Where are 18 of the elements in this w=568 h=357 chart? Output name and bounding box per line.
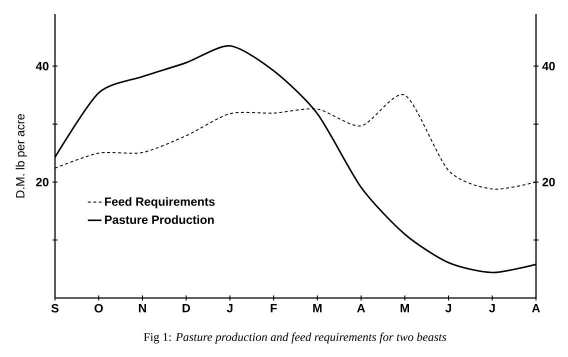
text: Fig 1: Pasture production and feed requirements for two beasts xyxy=(144,332,446,344)
x-tick-label: J xyxy=(226,304,232,312)
x-tick-label: F xyxy=(270,304,277,312)
x-tick-label: O xyxy=(94,304,103,312)
x-tick-label: A xyxy=(532,304,540,312)
x-tick-label: S xyxy=(51,304,59,312)
x-tick-label: A xyxy=(357,304,366,312)
x-tick-label: D xyxy=(182,304,190,312)
x-tick-label: M xyxy=(400,304,409,312)
x-tick-label: N xyxy=(138,304,146,312)
x-tick-label: M xyxy=(313,304,322,312)
legend-label: Feed Requirements xyxy=(105,197,215,208)
y2-tick-label: 20 xyxy=(542,178,555,186)
y2-tick-label: 40 xyxy=(542,62,555,70)
y-axis-title: D.M. lb per acre xyxy=(16,114,27,198)
x-tick-label: J xyxy=(489,304,495,312)
x-tick-label: J xyxy=(445,304,452,312)
legend-label: Pasture Production xyxy=(105,215,214,224)
